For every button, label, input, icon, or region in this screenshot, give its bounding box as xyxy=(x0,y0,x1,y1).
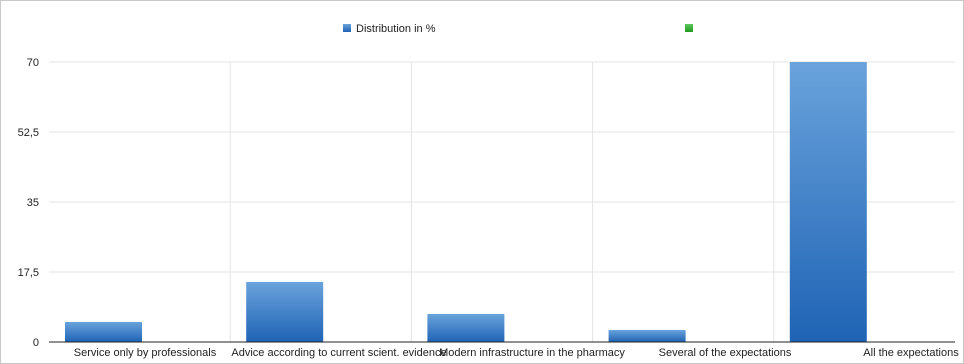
x-tick-label: Service only by professionals xyxy=(74,347,217,359)
y-tick-label: 52,5 xyxy=(18,127,39,139)
legend-swatch-2 xyxy=(685,24,693,32)
y-tick-label: 35 xyxy=(27,197,39,209)
y-tick-label: 0 xyxy=(33,337,39,349)
legend: Distribution in % xyxy=(343,23,693,35)
bar-4 xyxy=(608,330,686,342)
x-tick-label: Advice according to current scient. evid… xyxy=(231,347,446,359)
bar-2 xyxy=(246,282,324,342)
y-axis: 0 17,5 35 52,5 70 xyxy=(18,57,39,349)
legend-swatch-1 xyxy=(343,24,351,32)
x-tick-label: All the expectations xyxy=(863,347,959,359)
bar-3 xyxy=(427,314,505,342)
bar-5 xyxy=(789,62,867,342)
y-tick-label: 17,5 xyxy=(18,267,39,279)
x-axis: Service only by professionals Advice acco… xyxy=(49,341,959,359)
legend-label-1: Distribution in % xyxy=(356,23,436,35)
bars xyxy=(65,62,867,342)
x-tick-label: Modern infrastructure in the pharmacy xyxy=(439,347,625,359)
bar-1 xyxy=(65,322,142,342)
x-tick-label: Several of the expectations xyxy=(659,347,792,359)
y-tick-label: 70 xyxy=(27,57,39,69)
